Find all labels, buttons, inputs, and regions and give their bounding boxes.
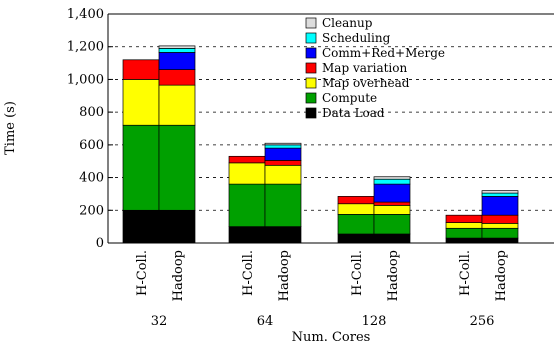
- bar-label: Hadoop: [386, 250, 401, 301]
- bar-segment: [228, 162, 266, 185]
- legend-label: Map variation: [322, 61, 407, 75]
- bar-segment: [122, 59, 160, 80]
- legend-swatch: [305, 32, 317, 44]
- bar-label: H-Coll.: [458, 250, 473, 296]
- bar-label: Hadoop: [171, 250, 186, 301]
- bar-segment: [264, 147, 302, 161]
- bar-segment: [158, 84, 196, 126]
- bar-segment: [337, 203, 375, 215]
- legend-label: Compute: [322, 91, 377, 105]
- bar-segment: [337, 196, 375, 205]
- group-label: 256: [470, 314, 495, 329]
- bar-segment: [264, 164, 302, 185]
- bar-label: H-Coll.: [135, 250, 150, 296]
- bar-segment: [481, 214, 519, 224]
- bar-segment: [445, 237, 483, 244]
- bar-segment: [158, 47, 196, 53]
- bar-segment: [373, 201, 411, 206]
- bar-label: H-Coll.: [350, 250, 365, 296]
- bar-segment: [264, 144, 302, 149]
- y-tick-label: 400: [79, 171, 104, 186]
- y-tick-label: 800: [79, 105, 104, 120]
- y-tick-label: 1,000: [67, 72, 104, 87]
- axes: [107, 13, 554, 244]
- bar-segment: [264, 226, 302, 244]
- legend-swatch: [305, 17, 317, 29]
- legend-swatch: [305, 47, 317, 59]
- bar-segment: [445, 214, 483, 223]
- y-tick-label: 200: [79, 203, 104, 218]
- bar-segment: [481, 196, 519, 216]
- bar-segment: [228, 226, 266, 244]
- y-tick-label: 600: [79, 138, 104, 153]
- legend-swatch: [305, 62, 317, 74]
- bar-segment: [158, 52, 196, 70]
- bar-segment: [373, 176, 411, 180]
- bar-segment: [373, 183, 411, 203]
- legend-swatch: [305, 92, 317, 104]
- bar-label: Hadoop: [277, 250, 292, 301]
- bar-segment: [158, 124, 196, 211]
- group-label: 32: [151, 314, 168, 329]
- bar-segment: [481, 192, 519, 197]
- bar-segment: [445, 222, 483, 229]
- bar-segment: [158, 45, 196, 49]
- bar-segment: [445, 227, 483, 239]
- bar-segment: [228, 155, 266, 164]
- legend-swatch: [305, 77, 317, 89]
- legend-swatch: [305, 107, 317, 119]
- bar-segment: [481, 227, 519, 239]
- y-tick-label: 0: [96, 236, 104, 251]
- group-label: 128: [362, 314, 387, 329]
- legend-label: Scheduling: [322, 31, 391, 45]
- bar-segment: [122, 209, 160, 244]
- y-tick-label: 1,400: [67, 7, 104, 22]
- bar-segment: [337, 233, 375, 244]
- group-label: 64: [257, 314, 274, 329]
- bar-segment: [337, 214, 375, 235]
- bar-label: Hadoop: [494, 250, 509, 301]
- legend-label: Cleanup: [322, 16, 373, 30]
- bar-segment: [373, 205, 411, 215]
- bars: [122, 45, 519, 244]
- bar-segment: [122, 79, 160, 126]
- legend-label: Comm+Red+Merge: [322, 46, 445, 60]
- legend-label: Data Load: [322, 106, 385, 120]
- bar-segment: [264, 183, 302, 227]
- bar-segment: [228, 183, 266, 227]
- bar-segment: [373, 214, 411, 235]
- y-tick-labels: 0 200 400 600 800 1,000 1,200 1,400: [67, 7, 104, 251]
- bar-segment: [481, 237, 519, 244]
- bar-label: H-Coll.: [241, 250, 256, 296]
- legend-label: Map overhead: [322, 76, 410, 90]
- x-axis-label: Num. Cores: [292, 330, 371, 345]
- bar-segment: [373, 233, 411, 244]
- bar-segment: [481, 223, 519, 229]
- bar-segment: [122, 124, 160, 211]
- bar-segment: [158, 69, 196, 86]
- bar-segment: [264, 160, 302, 166]
- y-axis-label: Time (s): [3, 101, 18, 155]
- bar-segment: [373, 178, 411, 185]
- bar-segment: [481, 190, 519, 194]
- bar-segment: [264, 142, 302, 146]
- y-tick-label: 1,200: [67, 40, 104, 55]
- bar-segment: [158, 209, 196, 244]
